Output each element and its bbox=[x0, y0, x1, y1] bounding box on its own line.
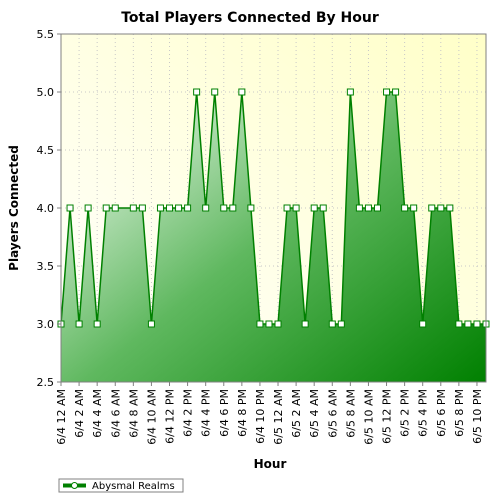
data-point bbox=[383, 88, 391, 96]
x-tick-label: 6/4 10 PM bbox=[254, 389, 267, 444]
data-point bbox=[138, 204, 146, 212]
data-point bbox=[220, 204, 228, 212]
data-point bbox=[229, 204, 237, 212]
y-tick-label: 4.5 bbox=[37, 144, 55, 157]
data-point bbox=[364, 204, 372, 212]
data-point bbox=[301, 320, 309, 328]
legend-marker-icon bbox=[71, 482, 78, 489]
data-point bbox=[175, 204, 183, 212]
x-tick-label: 6/4 12 PM bbox=[164, 389, 177, 444]
x-tick-label: 6/5 12 PM bbox=[381, 389, 394, 444]
x-tick-label: 6/5 10 PM bbox=[471, 389, 484, 444]
data-point bbox=[102, 204, 110, 212]
x-tick-label: 6/5 4 AM bbox=[308, 389, 321, 438]
data-point bbox=[256, 320, 264, 328]
data-point bbox=[184, 204, 192, 212]
x-tick-label: 6/4 2 AM bbox=[73, 389, 86, 438]
y-tick-label: 5.0 bbox=[37, 86, 55, 99]
x-tick-label: 6/4 12 AM bbox=[55, 389, 68, 445]
data-point bbox=[274, 320, 282, 328]
data-point bbox=[129, 204, 137, 212]
x-axis: 6/4 12 AM 6/4 2 AM 6/4 4 AM 6/4 6 AM 6/4 8 A… bbox=[55, 382, 484, 445]
x-tick-label: 6/5 8 PM bbox=[453, 389, 466, 437]
x-tick-label: 6/5 2 PM bbox=[399, 389, 412, 437]
data-point bbox=[75, 320, 83, 328]
data-point bbox=[202, 204, 210, 212]
data-point bbox=[455, 320, 463, 328]
legend-box bbox=[58, 478, 184, 493]
legend: Abysmal Realms bbox=[58, 478, 184, 493]
data-point bbox=[373, 204, 381, 212]
data-point bbox=[292, 204, 300, 212]
y-tick-label: 5.5 bbox=[37, 28, 55, 41]
x-tick-label: 6/5 8 AM bbox=[344, 389, 357, 438]
y-tick-label: 3.0 bbox=[37, 318, 55, 331]
x-tick-label: 6/4 4 AM bbox=[91, 389, 104, 438]
data-point bbox=[166, 204, 174, 212]
data-point bbox=[193, 88, 201, 96]
x-tick-label: 6/4 4 PM bbox=[200, 389, 213, 437]
legend-label: Abysmal Realms bbox=[92, 481, 175, 492]
x-tick-label: 6/4 6 PM bbox=[218, 389, 231, 437]
data-point bbox=[147, 320, 155, 328]
y-axis: 2.5 3.0 3.5 4.0 4.5 5.0 5.5 bbox=[37, 28, 61, 389]
data-point bbox=[328, 320, 336, 328]
y-axis-title: Players Connected bbox=[7, 145, 21, 271]
data-point bbox=[211, 88, 219, 96]
series-points bbox=[57, 88, 490, 328]
x-tick-label: 6/5 6 PM bbox=[435, 389, 448, 437]
x-tick-label: 6/4 2 PM bbox=[182, 389, 195, 437]
series-area bbox=[61, 92, 486, 382]
x-tick-label: 6/4 8 PM bbox=[236, 389, 249, 437]
x-axis-title: Hour bbox=[254, 457, 287, 471]
data-point bbox=[355, 204, 363, 212]
data-point bbox=[464, 320, 472, 328]
data-point bbox=[419, 320, 427, 328]
x-tick-label: 6/5 10 AM bbox=[362, 389, 375, 445]
data-point bbox=[247, 204, 255, 212]
data-point bbox=[410, 204, 418, 212]
data-point bbox=[337, 320, 345, 328]
data-point bbox=[283, 204, 291, 212]
x-tick-label: 6/4 10 AM bbox=[145, 389, 158, 445]
data-point bbox=[392, 88, 400, 96]
chart-title: Total Players Connected By Hour bbox=[121, 10, 379, 26]
y-tick-label: 2.5 bbox=[37, 376, 55, 389]
data-point bbox=[446, 204, 454, 212]
data-point bbox=[265, 320, 273, 328]
x-tick-label: 6/5 4 PM bbox=[417, 389, 430, 437]
x-tick-label: 6/4 6 AM bbox=[109, 389, 122, 438]
data-point bbox=[310, 204, 318, 212]
data-point bbox=[238, 88, 246, 96]
x-tick-label: 6/4 8 AM bbox=[127, 389, 140, 438]
x-tick-label: 6/5 6 AM bbox=[326, 389, 339, 438]
data-point bbox=[401, 204, 409, 212]
data-point bbox=[111, 204, 119, 212]
data-point bbox=[473, 320, 481, 328]
data-point bbox=[346, 88, 354, 96]
data-point bbox=[84, 204, 92, 212]
data-point bbox=[156, 204, 164, 212]
data-point bbox=[437, 204, 445, 212]
y-tick-label: 3.5 bbox=[37, 260, 55, 273]
data-point bbox=[93, 320, 101, 328]
data-point bbox=[428, 204, 436, 212]
x-tick-label: 6/5 2 AM bbox=[290, 389, 303, 438]
data-point bbox=[66, 204, 74, 212]
x-tick-label: 6/5 12 AM bbox=[272, 389, 285, 445]
y-tick-label: 4.0 bbox=[37, 202, 55, 215]
data-point bbox=[319, 204, 327, 212]
